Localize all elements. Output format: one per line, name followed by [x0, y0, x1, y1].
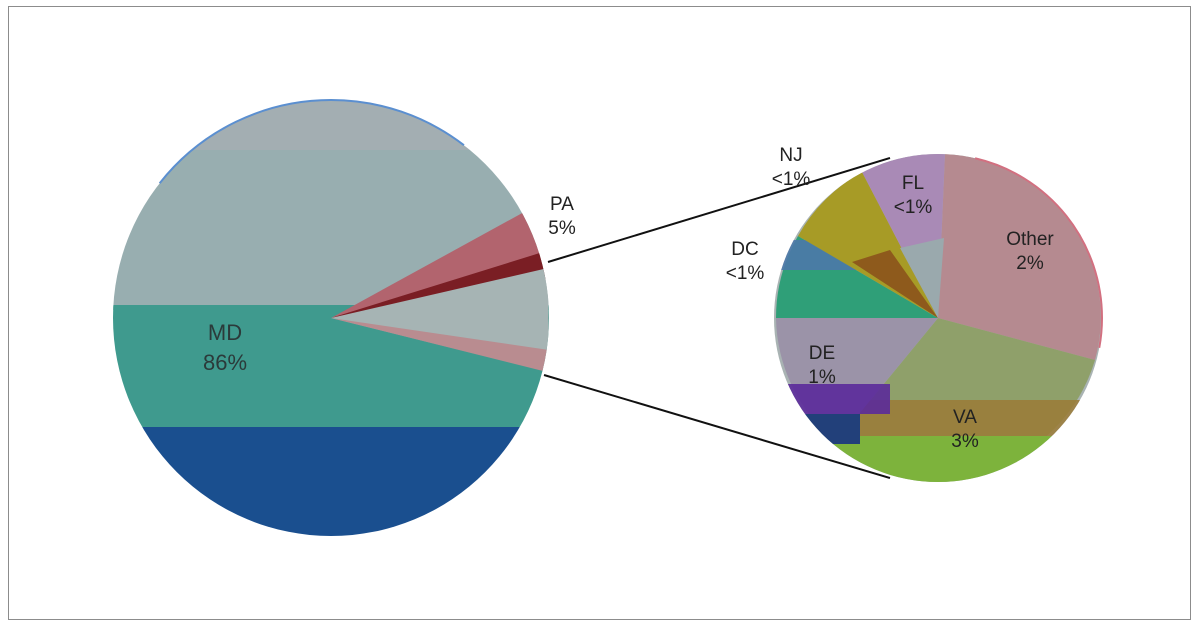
- label-de-value: 1%: [808, 367, 836, 388]
- label-fl-name: FL: [901, 173, 925, 194]
- label-other-value: 2%: [1016, 253, 1044, 274]
- label-nj: NJ <1%: [756, 144, 826, 192]
- label-md: MD 86%: [185, 318, 265, 378]
- connector-line-bottom: [543, 374, 891, 479]
- label-pa: PA 5%: [532, 193, 592, 241]
- label-other-name: Other: [1006, 229, 1054, 250]
- pie-slice-exploded-accent: [331, 318, 549, 372]
- label-pa-name: PA: [550, 194, 574, 215]
- secondary-pie-edge: [773, 153, 1103, 483]
- label-nj-value: <1%: [771, 169, 811, 190]
- label-dc: DC <1%: [710, 238, 780, 286]
- connector-line-top: [547, 157, 891, 263]
- pie-slice-de-navy: [780, 414, 860, 444]
- label-dc-name: DC: [731, 239, 759, 260]
- secondary-pie: [774, 154, 1102, 482]
- main-pie-band-top: [113, 100, 549, 150]
- label-fl: FL <1%: [878, 172, 948, 220]
- label-va-value: 3%: [951, 431, 979, 452]
- label-va: VA 3%: [935, 406, 995, 454]
- label-de: DE 1%: [792, 342, 852, 390]
- pie-slice-other: [938, 154, 1101, 360]
- main-pie: [113, 100, 549, 536]
- label-nj-name: NJ: [779, 145, 803, 166]
- pie-slice-fl-gray: [900, 238, 944, 318]
- main-pie-edge: [112, 99, 550, 537]
- label-md-name: MD: [207, 320, 243, 345]
- label-pa-value: 5%: [548, 218, 576, 239]
- label-other: Other 2%: [990, 228, 1070, 276]
- label-md-value: 86%: [202, 350, 248, 375]
- pie-slice-pa: [331, 206, 543, 318]
- label-fl-value: <1%: [893, 197, 933, 218]
- pie-slice-nj-brown: [852, 250, 938, 318]
- main-pie-band-bottom: [113, 427, 549, 536]
- label-de-name: DE: [808, 343, 836, 364]
- label-dc-value: <1%: [725, 263, 765, 284]
- pie-slice-pa-dark: [331, 252, 547, 318]
- label-va-name: VA: [953, 407, 977, 428]
